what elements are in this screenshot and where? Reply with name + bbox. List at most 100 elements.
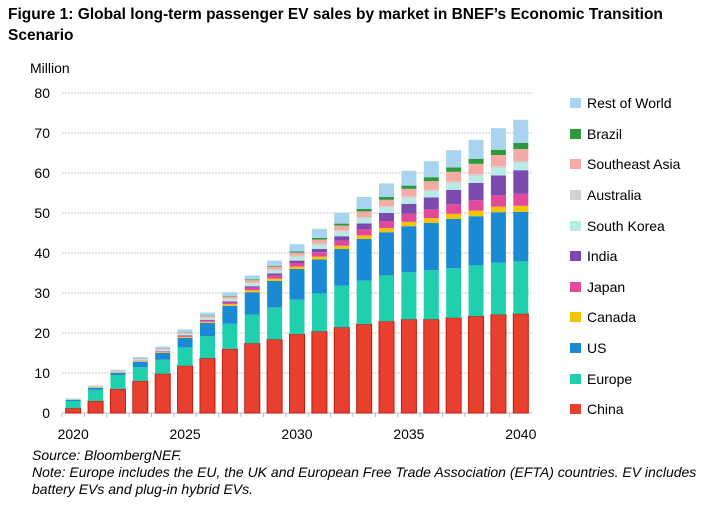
bar-segment-canada	[155, 352, 171, 353]
y-tick-label: 50	[34, 205, 50, 221]
bar-segment-us	[155, 353, 171, 360]
bar-segment-southeast-asia	[401, 188, 417, 197]
bar-segment-japan	[267, 275, 283, 279]
bar-segment-canada	[468, 210, 484, 217]
bar-segment-japan	[423, 209, 439, 219]
x-tick-label: 2030	[281, 426, 312, 442]
bar-segment-japan	[289, 263, 305, 267]
bar-segment-india	[356, 223, 372, 230]
bar-segment-us	[244, 292, 260, 315]
y-tick-label: 0	[42, 405, 50, 421]
bar-segment-australia	[289, 255, 305, 257]
bar-segment-brazil	[356, 209, 372, 212]
bar-segment-brazil	[513, 143, 529, 149]
bar-segment-europe	[490, 262, 506, 315]
bar-segment-us	[311, 259, 327, 294]
y-tick-label: 60	[34, 165, 50, 181]
bar-segment-south-korea	[110, 371, 126, 373]
bar-segment-china	[468, 315, 485, 414]
bar-segment-india	[423, 197, 439, 210]
bar-segment-rest-of-world	[155, 346, 171, 349]
x-tick-label: 2025	[170, 426, 201, 442]
source-text: Source: BloombergNEF.	[32, 447, 182, 463]
bar-segment-brazil	[244, 279, 260, 281]
y-tick-label: 20	[34, 325, 50, 341]
bar-segment-australia	[267, 269, 283, 271]
bar-segment-southeast-asia	[199, 315, 215, 318]
bar-segment-europe	[356, 280, 372, 325]
legend-swatch	[570, 159, 581, 170]
bar-segment-europe	[401, 272, 417, 320]
bar-segment-south-korea	[244, 283, 260, 287]
bar-segment-canada	[490, 206, 506, 213]
bar-segment-japan	[334, 240, 350, 246]
bar-segment-china	[289, 333, 305, 414]
bar-segment-australia	[334, 230, 350, 232]
bar-segment-india	[446, 189, 462, 205]
bar-segment-canada	[132, 361, 148, 362]
bar-segment-us	[401, 226, 417, 273]
legend-label: Australia	[587, 187, 642, 204]
bar-segment-south-korea	[177, 334, 193, 336]
bar-segment-south-korea	[356, 218, 372, 224]
bar-segment-canada	[423, 218, 439, 223]
bar-segment-us	[199, 323, 215, 337]
bar-segment-southeast-asia	[155, 348, 171, 350]
legend-label: Rest of World	[587, 95, 672, 112]
bar-segment-brazil	[468, 159, 484, 164]
bar-segment-japan	[155, 351, 171, 353]
note-text: Note: Europe includes the EU, the UK and…	[32, 464, 697, 497]
bar-segment-south-korea	[379, 207, 395, 213]
bar-segment-rest-of-world	[88, 385, 104, 387]
bar-segment-europe	[110, 375, 126, 389]
bar-segment-rest-of-world	[289, 244, 305, 252]
bar-segment-australia	[356, 217, 372, 219]
bar-segment-rest-of-world	[379, 183, 395, 197]
legend-swatch	[570, 343, 581, 354]
bar-segment-india	[199, 319, 215, 321]
bar-segment-australia	[177, 333, 193, 335]
bar-segment-us	[267, 281, 283, 308]
bar-segment-canada	[289, 266, 305, 269]
bar-segment-australia	[155, 349, 171, 351]
bar-segment-australia	[244, 282, 260, 284]
bar-segment-china	[266, 338, 283, 414]
legend-swatch	[570, 281, 581, 292]
legend-swatch	[570, 98, 581, 109]
bar-segment-india	[267, 273, 283, 276]
bar-segment-canada	[267, 278, 283, 281]
bar-segment-australia	[513, 161, 529, 163]
bar-segment-southeast-asia	[267, 266, 283, 270]
bar-segment-southeast-asia	[468, 163, 484, 175]
bar-segment-china	[199, 357, 216, 414]
bar-segment-australia	[222, 298, 238, 300]
bar-segment-south-korea	[513, 163, 529, 171]
legend: Rest of World Brazil Southeast Asia Austral…	[570, 88, 680, 425]
bar-segment-south-korea	[490, 168, 506, 176]
y-axis-unit-label: Million	[30, 60, 70, 76]
bar-segment-europe	[244, 314, 260, 344]
bar-segment-canada	[379, 228, 395, 233]
bar-segment-india	[401, 203, 417, 214]
bar-segment-china	[333, 326, 350, 414]
bar-segment-rest-of-world	[468, 139, 484, 159]
legend-item: China	[570, 394, 680, 425]
bar-segment-south-korea	[155, 350, 171, 352]
bar-segment-us	[222, 305, 238, 324]
legend-label: Brazil	[587, 125, 623, 142]
bar-segment-brazil	[334, 223, 350, 226]
bar-segment-rest-of-world	[490, 128, 506, 150]
bar-segment-japan	[490, 195, 506, 207]
bar-segment-south-korea	[267, 270, 283, 274]
bar-segment-europe	[379, 275, 395, 322]
bar-segment-china	[356, 323, 373, 414]
bar-segment-china	[221, 348, 238, 414]
bar-segment-india	[379, 213, 395, 221]
bar-segment-southeast-asia	[311, 239, 327, 244]
bar-segment-india	[289, 260, 305, 263]
y-tick-label: 40	[34, 245, 50, 261]
bar-segment-china	[109, 388, 126, 414]
bar-segment-japan	[401, 213, 417, 222]
bar-segment-europe	[65, 401, 81, 409]
bar-segment-us	[289, 269, 305, 300]
